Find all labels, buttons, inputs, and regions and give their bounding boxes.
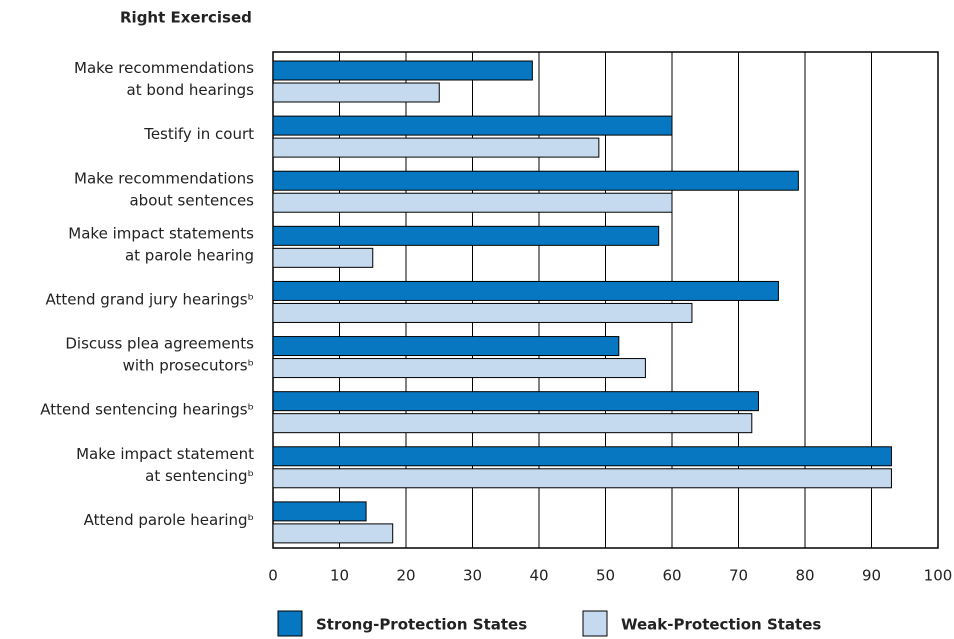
bar — [272, 115, 673, 136]
y-tick-label: Discuss plea agreements — [65, 335, 254, 353]
x-tick-label: 50 — [596, 567, 615, 585]
y-tick-label: about sentences — [129, 191, 254, 209]
bar — [272, 137, 600, 158]
y-tick-label: Make recommendations — [74, 169, 254, 187]
x-tick-label: 40 — [529, 567, 548, 585]
y-tick-label: Attend sentencing hearingsᵇ — [40, 401, 254, 419]
y-tick-label: Attend parole hearingᵇ — [84, 511, 254, 529]
x-tick-label: 90 — [862, 567, 881, 585]
chart-title: Right Exercised — [120, 9, 252, 27]
bar — [272, 192, 673, 213]
y-tick-label: at bond hearings — [127, 81, 255, 99]
x-tick-label: 10 — [330, 567, 349, 585]
y-tick-label: at sentencingᵇ — [145, 467, 254, 485]
bar — [272, 82, 440, 103]
y-tick-label: Make impact statements — [68, 224, 254, 242]
y-tick-label: Attend grand jury hearingsᵇ — [46, 291, 254, 309]
legend-swatch — [582, 610, 608, 637]
bar — [272, 247, 374, 268]
bar — [272, 336, 620, 357]
legend-text: Weak-Protection States — [621, 616, 821, 634]
x-tick-label: 20 — [396, 567, 415, 585]
y-tick-label: Testify in court — [143, 125, 254, 143]
legend-swatch — [277, 610, 303, 637]
bar — [272, 501, 367, 522]
x-tick-label: 0 — [268, 567, 278, 585]
x-tick-label: 30 — [463, 567, 482, 585]
bar — [272, 302, 693, 323]
bar — [272, 391, 759, 412]
bar — [272, 468, 892, 489]
bar — [272, 413, 753, 434]
y-tick-label: with prosecutorsᵇ — [123, 357, 254, 375]
y-tick-label: Make recommendations — [74, 59, 254, 77]
y-tick-label: Make impact statement — [76, 445, 254, 463]
x-tick-label: 80 — [795, 567, 814, 585]
bar — [272, 280, 779, 301]
x-tick-label: 60 — [662, 567, 681, 585]
bar — [272, 523, 394, 544]
legend-text: Strong-Protection States — [316, 616, 527, 634]
x-tick-label: 70 — [729, 567, 748, 585]
bar — [272, 225, 660, 246]
bar — [272, 446, 892, 467]
bar — [272, 170, 799, 191]
x-tick-label: 100 — [924, 567, 953, 585]
y-tick-label: at parole hearing — [125, 246, 254, 264]
bar — [272, 60, 533, 81]
bar — [272, 358, 646, 379]
